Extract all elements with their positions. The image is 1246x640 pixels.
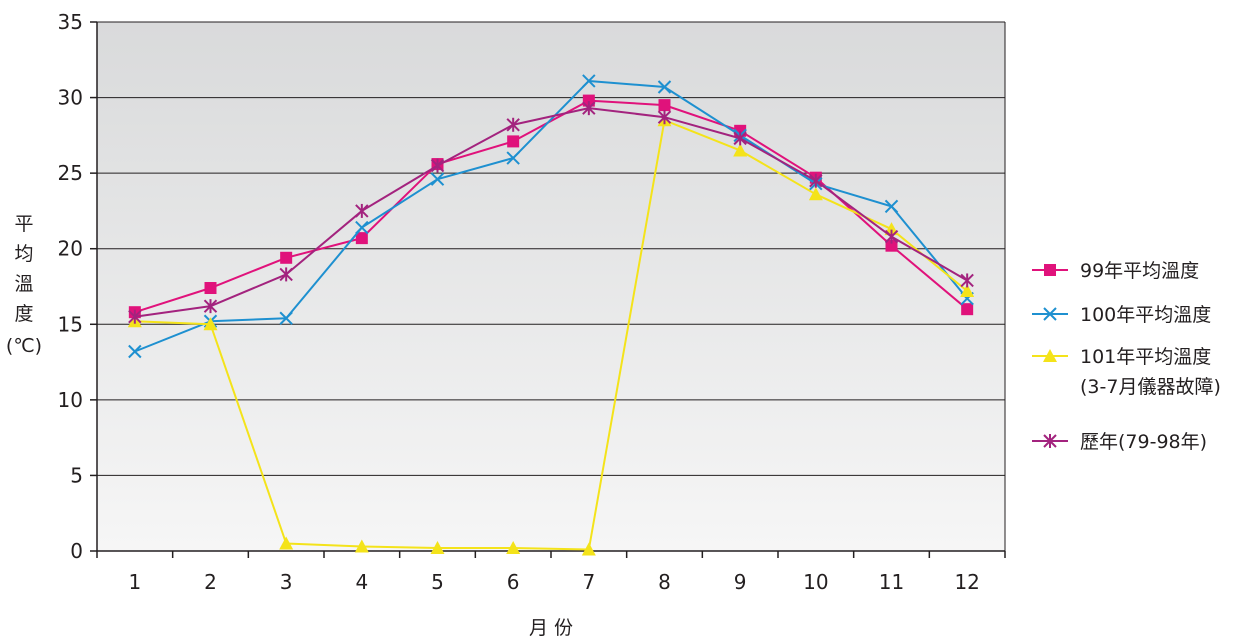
x-tick-label: 6 <box>507 570 520 594</box>
y-tick-label: 0 <box>70 539 83 563</box>
data-point <box>884 199 899 214</box>
data-point <box>808 187 823 201</box>
series-line <box>134 107 968 318</box>
y-tick-label: 5 <box>70 463 83 487</box>
data-point <box>128 309 142 324</box>
data-point <box>657 110 672 125</box>
data-point <box>430 158 445 173</box>
y-axis-title-char: 平 <box>14 213 33 235</box>
x-tick-label: 3 <box>280 570 293 594</box>
legend-label-note: (3-7月儀器故障) <box>1080 376 1221 398</box>
y-tick-label: 15 <box>58 312 83 336</box>
legend-marker <box>1043 349 1057 362</box>
data-point <box>430 540 445 554</box>
data-point <box>506 540 521 554</box>
data-point <box>961 303 974 316</box>
data-point <box>279 536 294 550</box>
legend-item: 99年平均溫度 <box>1032 260 1199 282</box>
y-tick-label: 25 <box>58 161 83 185</box>
data-point <box>203 317 218 331</box>
legend-label: 歷年(79-98年) <box>1080 431 1207 453</box>
data-point <box>960 284 975 298</box>
data-point <box>581 542 596 556</box>
y-axis-title-char: 均 <box>14 243 33 265</box>
data-point <box>657 80 672 94</box>
data-point <box>658 99 671 112</box>
x-tick-label: 9 <box>734 570 747 594</box>
legend-marker <box>1044 264 1056 276</box>
data-point <box>430 172 445 186</box>
x-tick-label: 4 <box>355 570 368 594</box>
x-tick-label: 12 <box>954 570 979 594</box>
legend-item: 歷年(79-98年) <box>1032 431 1207 453</box>
legend-marker <box>1043 434 1057 448</box>
x-tick-label: 11 <box>879 570 904 594</box>
series-2 <box>128 74 974 359</box>
data-point <box>128 344 142 359</box>
data-point <box>507 135 520 148</box>
legend: 99年平均溫度 100年平均溫度 101年平均溫度 (3-7月儀器故障) 歷年(79-9… <box>1032 260 1221 453</box>
data-point <box>506 151 520 165</box>
y-tick-label: 10 <box>58 388 83 412</box>
x-tick-label: 2 <box>204 570 217 594</box>
x-tick-label: 8 <box>658 570 671 594</box>
x-tick-label: 5 <box>431 570 444 594</box>
y-axis-title-char: 溫 <box>14 273 33 295</box>
x-tick-label: 10 <box>803 570 828 594</box>
data-point <box>280 251 293 264</box>
x-tick-label: 1 <box>128 570 141 594</box>
series-group <box>127 74 975 556</box>
y-tick-label: 30 <box>58 86 83 110</box>
legend-label: 100年平均溫度 <box>1080 304 1211 326</box>
data-point <box>279 311 293 325</box>
data-point <box>355 203 369 218</box>
y-axis-title: 平均溫度 (℃) <box>6 213 42 357</box>
x-axis-title: 月 份 <box>529 617 573 639</box>
legend-label: 101年平均溫度 <box>1080 346 1211 368</box>
data-point <box>355 220 369 235</box>
data-point <box>355 232 368 245</box>
data-point <box>733 143 748 157</box>
data-point <box>582 94 595 107</box>
y-tick-label: 35 <box>58 10 83 34</box>
data-point <box>204 282 217 295</box>
data-point <box>354 539 369 553</box>
data-point <box>506 117 520 132</box>
series-4 <box>128 101 974 324</box>
series-line <box>134 79 968 353</box>
y-axis-title-char: (℃) <box>6 335 42 357</box>
data-point <box>733 131 747 146</box>
data-point <box>884 229 899 244</box>
data-point <box>203 299 218 314</box>
y-tick-label: 20 <box>58 237 83 261</box>
data-point <box>279 267 293 282</box>
legend-marker <box>1043 307 1057 321</box>
data-point <box>582 101 596 116</box>
y-axis-title-char: 度 <box>14 303 33 325</box>
series-line <box>134 119 968 551</box>
data-point <box>885 239 898 252</box>
data-point <box>960 273 974 288</box>
data-point <box>582 74 596 88</box>
x-tick-label: 7 <box>582 570 595 594</box>
legend-item: 101年平均溫度 (3-7月儀器故障) <box>1032 346 1221 398</box>
data-point <box>809 173 823 188</box>
legend-item: 100年平均溫度 <box>1032 304 1211 326</box>
plot-area <box>97 22 1005 551</box>
legend-label: 99年平均溫度 <box>1080 260 1199 282</box>
